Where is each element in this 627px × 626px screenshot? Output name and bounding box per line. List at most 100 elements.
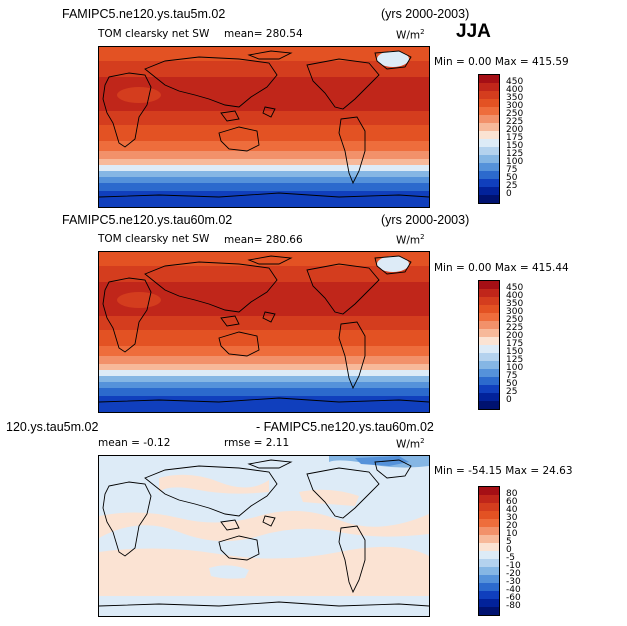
panel3-coastlines — [99, 459, 429, 607]
colorbar-swatch — [479, 321, 499, 329]
colorbar-tick-label: 50 — [506, 173, 518, 183]
colorbar-tick-label: 0 — [506, 189, 512, 199]
colorbar-swatch — [479, 559, 499, 567]
colorbar-swatch — [479, 155, 499, 163]
colorbar-swatch — [479, 527, 499, 535]
colorbar-tick-label: 0 — [506, 545, 512, 555]
colorbar-tick-label: 75 — [506, 371, 518, 381]
colorbar-tick-label: 25 — [506, 387, 518, 397]
panel1-coastlines — [99, 50, 429, 198]
colorbar-swatch — [479, 401, 499, 409]
colorbar-swatch — [479, 567, 499, 575]
colorbar-swatch — [479, 305, 499, 313]
colorbar-swatch — [479, 123, 499, 131]
panel1-sahara-feature — [117, 87, 161, 103]
colorbar-swatch — [479, 575, 499, 583]
colorbar-swatch — [479, 393, 499, 401]
colorbar-tick-label: 125 — [506, 149, 524, 159]
colorbar-tick-label: 150 — [506, 347, 524, 357]
panel3-colorbar — [478, 486, 500, 616]
colorbar-swatch — [479, 147, 499, 155]
colorbar-swatch — [479, 115, 499, 123]
panel3-map — [98, 455, 430, 617]
colorbar-swatch — [479, 599, 499, 607]
panel1-greenland-low — [377, 51, 409, 67]
panel2-case-title: FAMIPC5.ne120.ys.tau60m.02 — [62, 213, 233, 227]
panel2-units: W/m2 — [396, 233, 425, 247]
colorbar-tick-label: 225 — [506, 117, 524, 127]
colorbar-swatch — [479, 511, 499, 519]
colorbar-swatch — [479, 139, 499, 147]
panel1-units: W/m2 — [396, 28, 425, 42]
colorbar-tick-label: -80 — [506, 601, 521, 611]
colorbar-tick-label: 450 — [506, 283, 524, 293]
panel1-zonal-bands — [99, 47, 429, 207]
colorbar-swatch — [479, 171, 499, 179]
colorbar-swatch — [479, 361, 499, 369]
colorbar-tick-label: 100 — [506, 363, 524, 373]
colorbar-swatch — [479, 329, 499, 337]
colorbar-tick-label: 30 — [506, 513, 518, 523]
panel1-colorbar — [478, 74, 500, 204]
colorbar-tick-label: -40 — [506, 585, 521, 595]
colorbar-tick-label: -10 — [506, 561, 521, 571]
panel3-rmse: rmse = 2.11 — [224, 437, 290, 449]
colorbar-tick-label: 450 — [506, 77, 524, 87]
colorbar-swatch — [479, 99, 499, 107]
colorbar-tick-label: 150 — [506, 141, 524, 151]
colorbar-swatch — [479, 289, 499, 297]
panel2-greenland-low — [377, 256, 409, 272]
colorbar-tick-label: 400 — [506, 291, 524, 301]
colorbar-swatch — [479, 281, 499, 289]
panel2-map — [98, 251, 430, 413]
colorbar-swatch — [479, 107, 499, 115]
colorbar-tick-label: 20 — [506, 521, 518, 531]
colorbar-swatch — [479, 495, 499, 503]
colorbar-tick-label: 125 — [506, 355, 524, 365]
panel2-coastlines — [99, 255, 429, 403]
colorbar-swatch — [479, 297, 499, 305]
colorbar-swatch — [479, 75, 499, 83]
colorbar-swatch — [479, 543, 499, 551]
colorbar-tick-label: 5 — [506, 537, 512, 547]
colorbar-swatch — [479, 187, 499, 195]
panel2-minmax: Min = 0.00 Max = 415.44 — [434, 262, 569, 274]
colorbar-swatch — [479, 551, 499, 559]
colorbar-swatch — [479, 487, 499, 495]
panel3-minmax: Min = -54.15 Max = 24.63 — [434, 465, 573, 477]
panel1-case-title: FAMIPC5.ne120.ys.tau5m.02 — [62, 7, 226, 21]
colorbar-swatch — [479, 345, 499, 353]
season-label: JJA — [456, 21, 491, 42]
panel3-units: W/m2 — [396, 437, 425, 451]
colorbar-swatch — [479, 535, 499, 543]
panel3-case-right: - FAMIPC5.ne120.ys.tau60m.02 — [256, 420, 434, 434]
colorbar-swatch — [479, 503, 499, 511]
colorbar-tick-label: 60 — [506, 497, 518, 507]
panel2-years: (yrs 2000-2003) — [381, 213, 470, 227]
colorbar-tick-label: 400 — [506, 85, 524, 95]
panel2-field-name: TOM clearsky net SW — [98, 233, 210, 245]
panel2-zonal-bands — [99, 252, 429, 412]
colorbar-swatch — [479, 369, 499, 377]
colorbar-swatch — [479, 385, 499, 393]
colorbar-tick-label: 0 — [506, 395, 512, 405]
colorbar-swatch — [479, 131, 499, 139]
colorbar-tick-label: -30 — [506, 577, 521, 587]
colorbar-tick-label: 200 — [506, 125, 524, 135]
colorbar-swatch — [479, 163, 499, 171]
colorbar-tick-label: 100 — [506, 157, 524, 167]
colorbar-swatch — [479, 583, 499, 591]
panel1-field-name: TOM clearsky net SW — [98, 28, 210, 40]
colorbar-tick-label: -5 — [506, 553, 515, 563]
colorbar-tick-label: 40 — [506, 505, 518, 515]
colorbar-tick-label: -20 — [506, 569, 521, 579]
colorbar-tick-label: 250 — [506, 315, 524, 325]
colorbar-swatch — [479, 195, 499, 203]
colorbar-tick-label: 300 — [506, 101, 524, 111]
colorbar-swatch — [479, 337, 499, 345]
colorbar-tick-label: 350 — [506, 93, 524, 103]
panel3-mean: mean = -0.12 — [98, 437, 171, 449]
colorbar-swatch — [479, 519, 499, 527]
colorbar-tick-label: 80 — [506, 489, 518, 499]
panel2-mean: mean= 280.66 — [224, 234, 303, 246]
